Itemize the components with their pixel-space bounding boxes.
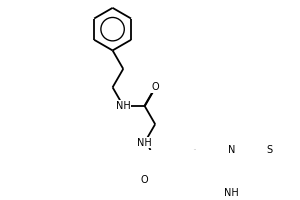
Text: NH: NH	[116, 101, 130, 111]
Text: O: O	[152, 82, 159, 92]
Text: N: N	[228, 145, 236, 155]
Text: NH: NH	[224, 188, 239, 198]
Text: O: O	[141, 175, 148, 185]
Text: NH: NH	[137, 138, 152, 148]
Text: S: S	[267, 145, 273, 155]
